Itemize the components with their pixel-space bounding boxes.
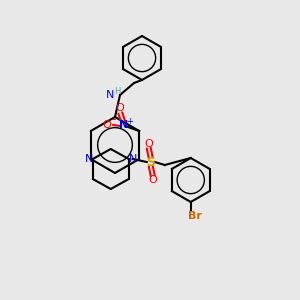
Text: N: N bbox=[129, 154, 137, 164]
Text: O: O bbox=[148, 175, 157, 185]
Text: -: - bbox=[111, 113, 116, 127]
Text: +: + bbox=[126, 118, 133, 127]
Text: O: O bbox=[116, 103, 124, 113]
Text: N: N bbox=[85, 154, 93, 164]
Text: H: H bbox=[114, 88, 120, 97]
Text: O: O bbox=[144, 139, 153, 149]
Text: N: N bbox=[118, 120, 128, 130]
Text: S: S bbox=[146, 155, 155, 169]
Text: N: N bbox=[106, 90, 114, 100]
Text: O: O bbox=[103, 120, 112, 130]
Text: Br: Br bbox=[188, 211, 202, 221]
